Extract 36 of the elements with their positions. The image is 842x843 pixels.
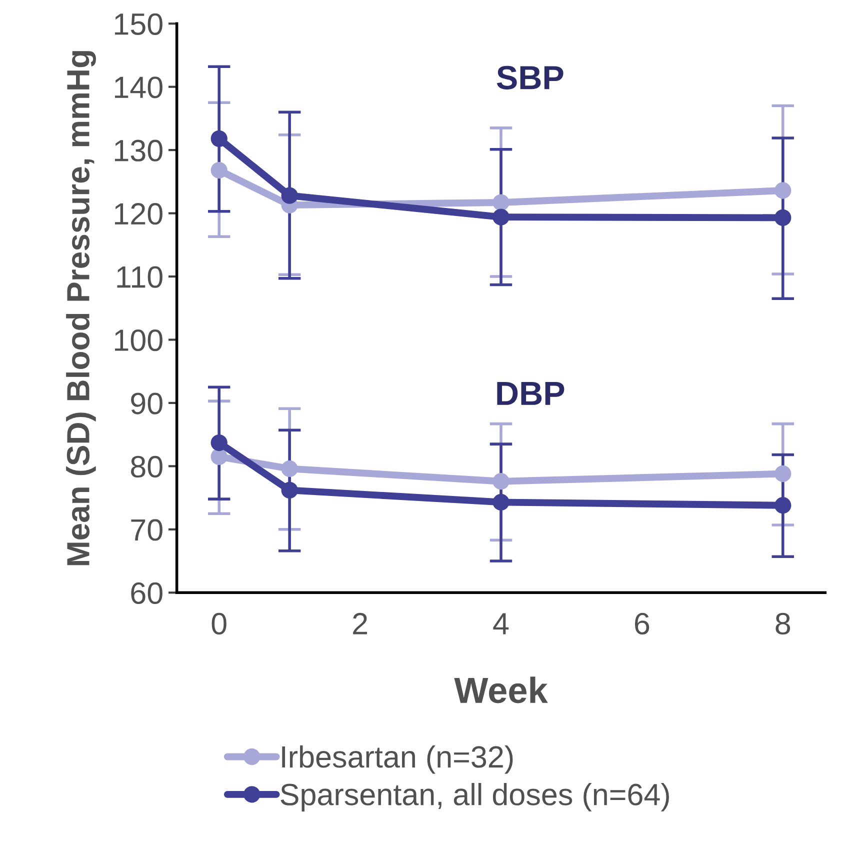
y-tick-label: 90 — [131, 392, 162, 414]
x-axis-title: Week — [454, 676, 548, 704]
legend-label: Sparsentan, all doses (n=64) — [280, 782, 669, 812]
x-tick-label: 4 — [493, 613, 509, 634]
y-axis-title: Mean (SD) Blood Pressure, mmHg — [66, 51, 96, 566]
y-tick-label: 120 — [114, 203, 162, 225]
y-tick-label: 70 — [131, 519, 162, 541]
point — [281, 482, 298, 499]
y-tick-label: 60 — [131, 582, 162, 604]
y-tick-label: 130 — [114, 140, 162, 162]
annotation: SBP — [496, 66, 564, 90]
y-tick-label: 140 — [114, 76, 162, 98]
x-tick-label: 0 — [212, 612, 226, 635]
x-tick-label: 2 — [353, 612, 368, 634]
point — [281, 460, 298, 478]
point — [210, 130, 228, 148]
y-tick-label: 110 — [117, 266, 162, 288]
legend-label: Irbesartan (n=32) — [282, 745, 513, 774]
point — [774, 465, 792, 482]
point — [210, 434, 228, 452]
x-tick-label: 6 — [634, 612, 650, 635]
point — [210, 448, 228, 466]
point — [492, 208, 510, 226]
point — [492, 494, 510, 511]
point — [774, 182, 792, 199]
annotation: DBP — [497, 382, 564, 405]
point — [492, 473, 510, 490]
point — [774, 497, 792, 514]
point — [210, 162, 228, 179]
y-tick-label: 80 — [130, 456, 162, 478]
y-tick-label: 100 — [114, 329, 162, 352]
point — [492, 194, 510, 211]
y-tick-label: 150 — [114, 13, 162, 35]
point — [281, 187, 298, 204]
point — [774, 209, 792, 226]
x-tick-label: 8 — [776, 612, 790, 635]
